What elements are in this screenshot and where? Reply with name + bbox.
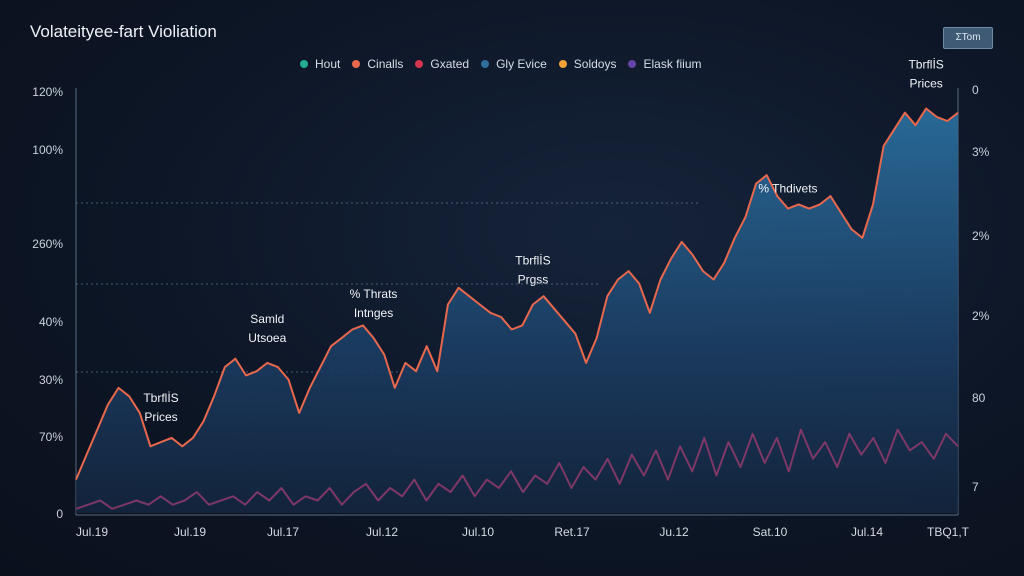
legend-label: Cinalls [367, 57, 404, 71]
x-tick-label: Jul.10 [462, 525, 494, 539]
x-tick-label: Jul.12 [366, 525, 398, 539]
legend-item[interactable]: Soldoys [558, 57, 617, 71]
legend-item[interactable]: Gxated [415, 57, 469, 71]
y-tick-label-right: 2% [972, 309, 990, 323]
legend-dot-icon [300, 60, 308, 68]
top-right-button[interactable]: ƩTom [943, 27, 993, 49]
y-tick-label-left: 100% [32, 143, 63, 157]
volatility-series-line [75, 428, 959, 510]
annotation-title: % Thdivets [758, 182, 817, 196]
legend-item[interactable]: Cinalls [352, 57, 403, 71]
annotation-title: TbrflİS [143, 391, 178, 405]
annotation-title: TbrflİS [515, 254, 550, 268]
annotation-title: Samld [250, 312, 284, 326]
annotation-subtitle: Utsoea [248, 331, 286, 345]
y-tick-label-left: 120% [32, 85, 63, 99]
legend-dot-icon [628, 60, 637, 68]
legend-dot-icon [481, 60, 490, 68]
y-tick-label-left: 0 [56, 507, 63, 521]
price-series-line [75, 107, 959, 480]
legend: Hout Cinalls Gxated Gly Evice Soldoys Elask f… [300, 57, 701, 71]
legend-dot-icon [558, 60, 567, 68]
legend-item[interactable]: Gly Evice [481, 57, 547, 71]
legend-label: Gly Evice [496, 57, 547, 71]
annotation-subtitle: Prgss [518, 273, 549, 287]
legend-dot-icon [415, 60, 424, 68]
x-tick-label: TBQ1,T [927, 525, 970, 539]
annotation-title: TbrflİS [908, 58, 943, 72]
annotation-subtitle: Prices [144, 410, 177, 424]
legend-item[interactable]: Elask fiium [628, 57, 701, 71]
x-tick-label: Jul.19 [174, 525, 206, 539]
legend-label: Hout [315, 57, 341, 71]
annotation-title: % Thrats [350, 287, 398, 301]
x-tick-label: Jul.17 [267, 525, 299, 539]
x-tick-label: Ju.12 [659, 525, 689, 539]
x-tick-label: Jul.14 [851, 525, 883, 539]
legend-label: Elask fiium [643, 57, 702, 71]
y-tick-label-left: 30% [39, 373, 63, 387]
annotation-subtitle: Prices [909, 77, 942, 91]
y-tick-label-left: 70% [39, 430, 63, 444]
legend-dot-icon [352, 60, 361, 68]
y-tick-label-right: 3% [972, 145, 990, 159]
x-tick-label: Jul.19 [76, 525, 108, 539]
legend-item[interactable]: Hout [300, 57, 340, 71]
y-tick-label-left: 40% [39, 315, 63, 329]
legend-label: Gxated [430, 57, 470, 71]
y-tick-label-right: 7 [972, 480, 979, 494]
x-tick-label: Sat.10 [753, 525, 788, 539]
y-tick-label-right: 2% [972, 229, 990, 243]
chart-title: Volateityee-fart Violiation [30, 22, 217, 41]
annotation-subtitle: Intnges [354, 306, 393, 320]
legend-label: Soldoys [573, 57, 617, 71]
y-tick-label-left: 260% [32, 237, 63, 251]
y-tick-label-right: 0 [972, 83, 979, 97]
y-tick-label-right: 80 [972, 391, 986, 405]
x-tick-label: Ret.17 [554, 525, 590, 539]
price-area [76, 108, 958, 513]
